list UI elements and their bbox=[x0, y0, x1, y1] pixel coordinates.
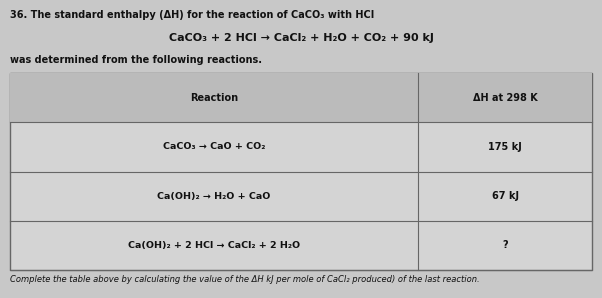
Text: CaCO₃ → CaO + CO₂: CaCO₃ → CaO + CO₂ bbox=[163, 142, 265, 151]
Bar bbox=[10, 73, 592, 122]
Text: CaCO₃ + 2 HCl → CaCl₂ + H₂O + CO₂ + 90 kJ: CaCO₃ + 2 HCl → CaCl₂ + H₂O + CO₂ + 90 k… bbox=[169, 33, 433, 43]
Text: ?: ? bbox=[502, 240, 508, 250]
Text: Ca(OH)₂ + 2 HCl → CaCl₂ + 2 H₂O: Ca(OH)₂ + 2 HCl → CaCl₂ + 2 H₂O bbox=[128, 241, 300, 250]
Text: Complete the table above by calculating the value of the ΔH kJ per mole of CaCl₂: Complete the table above by calculating … bbox=[10, 275, 480, 284]
Text: was determined from the following reactions.: was determined from the following reacti… bbox=[10, 55, 262, 65]
Text: ΔH at 298 K: ΔH at 298 K bbox=[473, 93, 538, 103]
Bar bbox=[10, 73, 592, 270]
Text: Ca(OH)₂ → H₂O + CaO: Ca(OH)₂ → H₂O + CaO bbox=[157, 192, 271, 201]
Text: 175 kJ: 175 kJ bbox=[488, 142, 522, 152]
Text: 67 kJ: 67 kJ bbox=[491, 191, 518, 201]
Text: Reaction: Reaction bbox=[190, 93, 238, 103]
Text: 36. The standard enthalpy (ΔH) for the reaction of CaCO₃ with HCl: 36. The standard enthalpy (ΔH) for the r… bbox=[10, 10, 374, 20]
